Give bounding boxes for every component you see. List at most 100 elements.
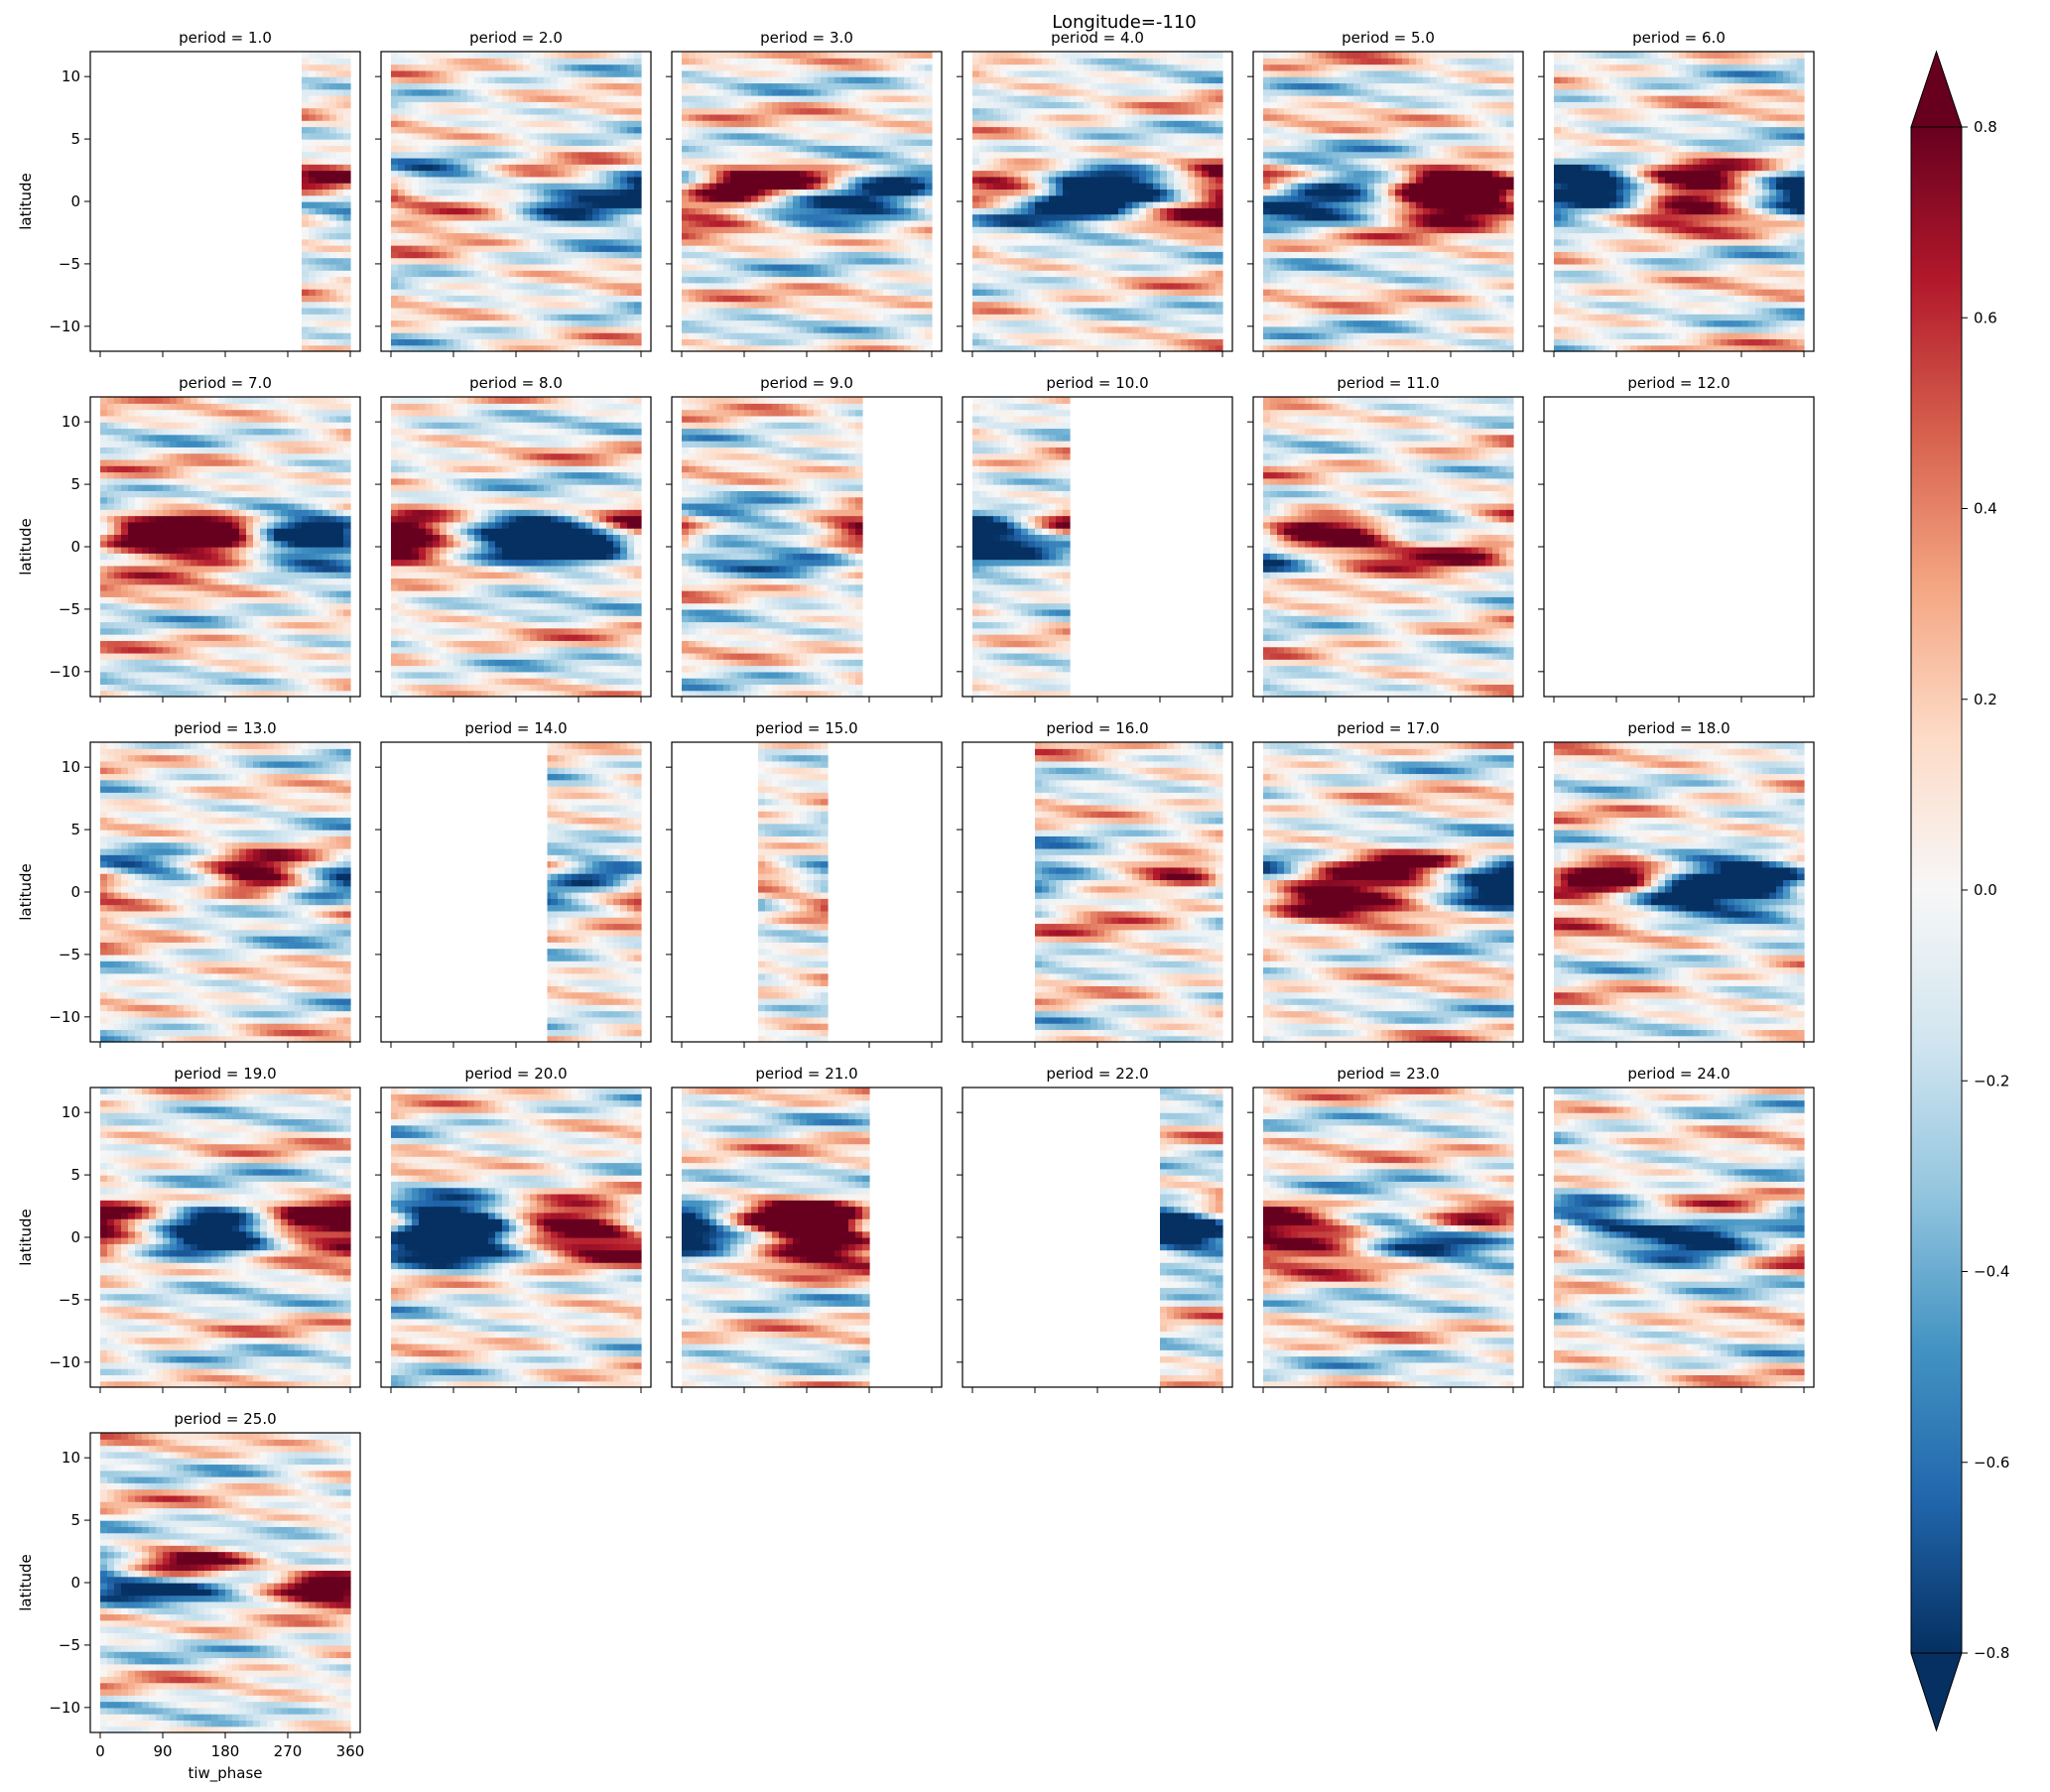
heatmap-cell	[627, 139, 635, 146]
heatmap-cell	[523, 164, 531, 171]
heatmap-cell	[730, 289, 738, 296]
heatmap-cell	[793, 101, 801, 108]
heatmap-cell	[343, 283, 351, 290]
heatmap-cell	[460, 239, 468, 246]
heatmap-cell	[779, 70, 787, 77]
heatmap-cell	[426, 338, 434, 345]
heatmap-cell	[426, 58, 434, 64]
heatmap-cell	[716, 58, 724, 64]
heatmap-cell	[572, 207, 579, 214]
heatmap-cell	[488, 332, 496, 339]
heatmap-cell	[544, 95, 552, 102]
heatmap-cell	[613, 101, 621, 108]
heatmap-cell	[606, 145, 614, 152]
heatmap-cell	[447, 251, 454, 258]
heatmap-cell	[447, 302, 454, 309]
heatmap-cell	[398, 139, 406, 146]
heatmap-cell	[558, 320, 566, 327]
heatmap-cell	[433, 164, 441, 171]
heatmap-cell	[716, 214, 724, 221]
heatmap-cell	[467, 214, 475, 221]
heatmap-cell	[537, 332, 545, 339]
heatmap-cell	[516, 195, 524, 202]
heatmap-cell	[634, 214, 642, 221]
heatmap-cell	[807, 76, 815, 83]
heatmap-cell	[703, 239, 710, 246]
heatmap-cell	[391, 258, 399, 265]
heatmap-cell	[316, 201, 323, 208]
heatmap-cell	[502, 245, 510, 252]
heatmap-cell	[426, 108, 434, 115]
heatmap-cell	[322, 171, 330, 178]
heatmap-cell	[558, 52, 566, 59]
heatmap-cell	[723, 133, 731, 140]
heatmap-cell	[467, 283, 475, 290]
heatmap-cell	[807, 258, 815, 265]
heatmap-cell	[599, 101, 607, 108]
heatmap-cell	[627, 320, 635, 327]
heatmap-cell	[737, 133, 745, 140]
heatmap-cell	[779, 289, 787, 296]
heatmap-cell	[814, 52, 822, 59]
heatmap-cell	[606, 338, 614, 345]
heatmap-cell	[453, 220, 461, 227]
heatmap-cell	[599, 139, 607, 146]
heatmap-cell	[530, 232, 538, 239]
heatmap-cell	[565, 70, 573, 77]
heatmap-cell	[807, 220, 815, 227]
heatmap-cell	[585, 320, 593, 327]
heatmap-cell	[329, 308, 337, 315]
heatmap-cell	[821, 277, 829, 284]
heatmap-cell	[488, 120, 496, 127]
heatmap-cell	[302, 314, 310, 320]
heatmap-cell	[814, 101, 822, 108]
heatmap-cell	[737, 101, 745, 108]
heatmap-cell	[814, 258, 822, 265]
heatmap-cell	[723, 139, 731, 146]
heatmap-cell	[828, 302, 835, 309]
heatmap-cell	[343, 338, 351, 345]
heatmap-cell	[779, 195, 787, 202]
heatmap-cell	[391, 226, 399, 233]
heatmap-cell	[481, 164, 489, 171]
heatmap-cell	[730, 139, 738, 146]
heatmap-cell	[488, 139, 496, 146]
heatmap-cell	[779, 76, 787, 83]
heatmap-cell	[737, 320, 745, 327]
heatmap-cell	[592, 164, 600, 171]
heatmap-cell	[578, 89, 586, 96]
heatmap-cell	[696, 82, 704, 89]
heatmap-cell	[723, 251, 731, 258]
heatmap-cell	[460, 120, 468, 127]
heatmap-cell	[800, 289, 808, 296]
heatmap-cell	[558, 158, 566, 165]
heatmap-cell	[779, 145, 787, 152]
heatmap-cell	[558, 277, 566, 284]
heatmap-cell	[474, 308, 482, 315]
heatmap-cell	[440, 277, 448, 284]
heatmap-cell	[336, 332, 344, 339]
heatmap-cell	[530, 251, 538, 258]
heatmap-cell	[716, 82, 724, 89]
heatmap-cell	[343, 127, 351, 134]
heatmap-cell	[696, 89, 704, 96]
heatmap-cell	[481, 114, 489, 121]
heatmap-cell	[502, 326, 510, 333]
heatmap-cell	[488, 127, 496, 134]
heatmap-cell	[779, 302, 787, 309]
heatmap-cell	[516, 152, 524, 159]
heatmap-cell	[703, 189, 710, 195]
heatmap-cell	[620, 76, 628, 83]
heatmap-cell	[634, 338, 642, 345]
heatmap-cell	[558, 264, 566, 271]
heatmap-cell	[551, 133, 559, 140]
heatmap-cell	[302, 152, 310, 159]
heatmap-cell	[447, 264, 454, 271]
heatmap-cell	[807, 320, 815, 327]
heatmap-cell	[467, 114, 475, 121]
heatmap-cell	[716, 108, 724, 115]
heatmap-cell	[440, 58, 448, 64]
heatmap-cell	[558, 114, 566, 121]
heatmap-cell	[343, 152, 351, 159]
heatmap-cell	[793, 258, 801, 265]
